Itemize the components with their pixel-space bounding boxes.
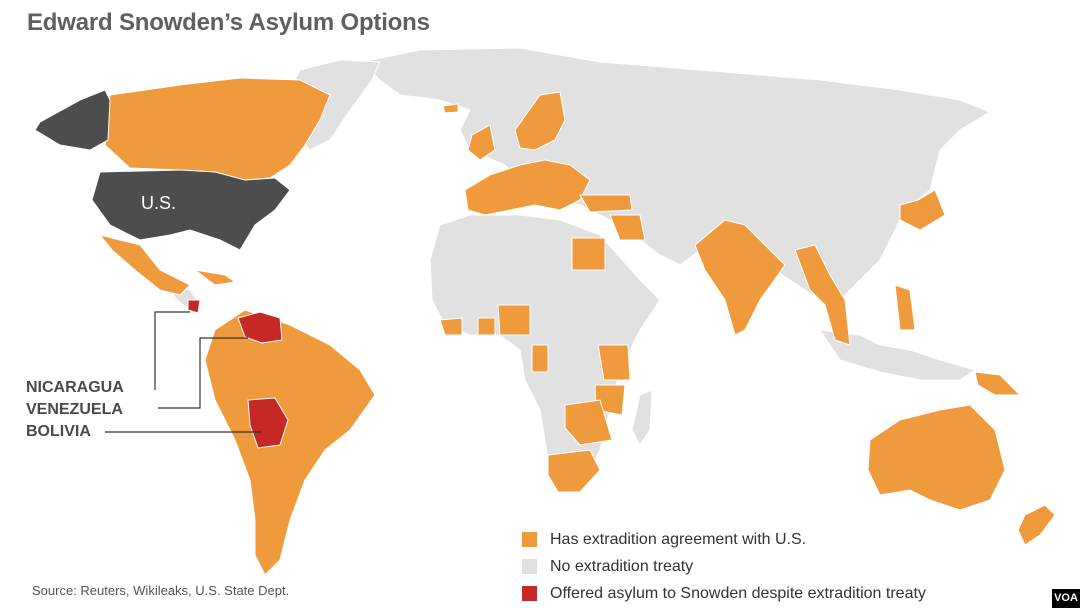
callout-venezuela: VENEZUELA bbox=[26, 401, 123, 418]
asylum-regions bbox=[187, 299, 289, 449]
callout-bolivia: BOLIVIA bbox=[26, 423, 91, 440]
us-label: U.S. bbox=[141, 193, 177, 213]
legend-swatch-asylum bbox=[522, 586, 537, 601]
bolivia-shape bbox=[247, 397, 289, 449]
legend-item-no-treaty: No extradition treaty bbox=[522, 553, 926, 580]
venezuela-shape bbox=[237, 311, 283, 344]
callout-nicaragua: NICARAGUA bbox=[26, 379, 124, 396]
us-region bbox=[34, 89, 291, 251]
agreement-regions bbox=[98, 77, 1056, 576]
voa-badge: VOA bbox=[1052, 589, 1080, 608]
nicaragua-leader bbox=[154, 311, 190, 390]
legend: Has extradition agreement with U.S. No e… bbox=[522, 526, 926, 607]
callout-lines bbox=[105, 311, 262, 433]
legend-label-no-treaty: No extradition treaty bbox=[550, 557, 694, 575]
legend-item-agreement: Has extradition agreement with U.S. bbox=[522, 526, 926, 553]
map-title: Edward Snowden’s Asylum Options bbox=[27, 9, 430, 36]
legend-label-asylum: Offered asylum to Snowden despite extrad… bbox=[550, 584, 926, 602]
legend-swatch-agreement bbox=[522, 532, 537, 547]
venezuela-leader bbox=[158, 337, 248, 409]
legend-swatch-no-treaty bbox=[522, 559, 537, 574]
legend-label-agreement: Has extradition agreement with U.S. bbox=[550, 530, 807, 548]
nicaragua-shape bbox=[187, 299, 201, 314]
source-note: Source: Reuters, Wikileaks, U.S. State D… bbox=[32, 583, 290, 598]
legend-item-asylum: Offered asylum to Snowden despite extrad… bbox=[522, 580, 926, 607]
